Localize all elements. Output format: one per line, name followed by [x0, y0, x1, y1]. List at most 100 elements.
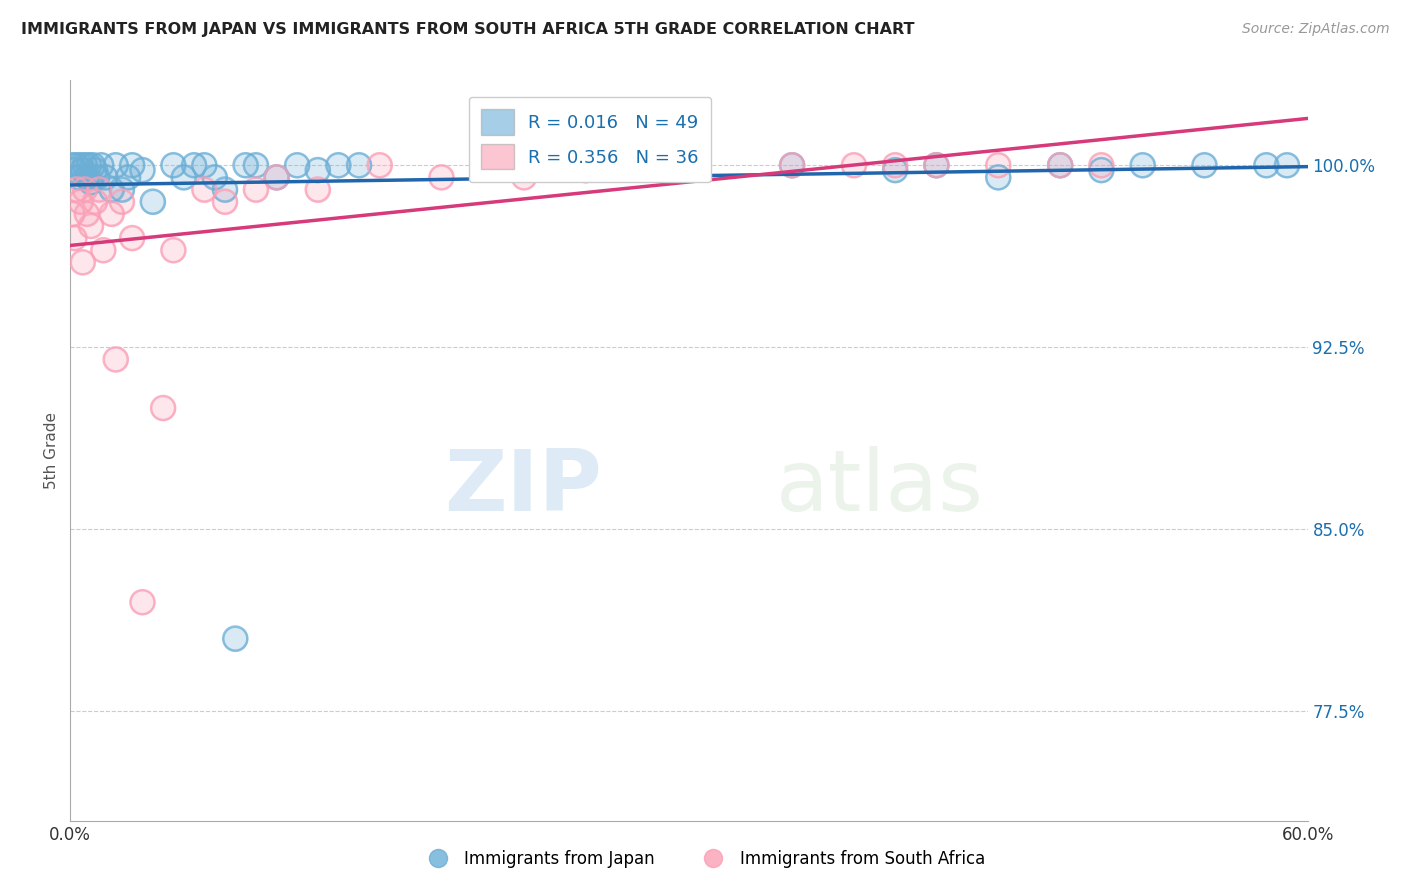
Point	[245, 158, 267, 172]
Point	[780, 158, 803, 172]
Point	[471, 158, 494, 172]
Point	[307, 163, 329, 178]
Point	[86, 170, 108, 185]
Point	[131, 163, 153, 178]
Point	[111, 182, 134, 196]
Point	[235, 158, 257, 172]
Point	[987, 170, 1010, 185]
Point	[678, 158, 700, 172]
Point	[90, 158, 112, 172]
Point	[100, 182, 122, 196]
Point	[884, 158, 907, 172]
Text: Source: ZipAtlas.com: Source: ZipAtlas.com	[1241, 22, 1389, 37]
Point	[307, 163, 329, 178]
Point	[1256, 158, 1278, 172]
Point	[266, 170, 288, 185]
Point	[987, 158, 1010, 172]
Point	[131, 595, 153, 609]
Point	[121, 158, 143, 172]
Point	[65, 182, 87, 196]
Point	[925, 158, 948, 172]
Point	[245, 182, 267, 196]
Point	[89, 182, 111, 196]
Point	[80, 219, 103, 233]
Point	[76, 170, 98, 185]
Point	[173, 170, 195, 185]
Point	[104, 158, 127, 172]
Point	[76, 170, 98, 185]
Point	[1194, 158, 1216, 172]
Point	[780, 158, 803, 172]
Point	[60, 158, 83, 172]
Point	[285, 158, 308, 172]
Point	[884, 163, 907, 178]
Point	[100, 182, 122, 196]
Point	[987, 170, 1010, 185]
Text: ZIP: ZIP	[444, 446, 602, 529]
Point	[884, 158, 907, 172]
Point	[72, 255, 94, 269]
Point	[80, 175, 103, 189]
Point	[104, 158, 127, 172]
Point	[1090, 158, 1112, 172]
Point	[235, 158, 257, 172]
Point	[72, 163, 94, 178]
Point	[780, 158, 803, 172]
Point	[162, 158, 184, 172]
Point	[60, 158, 83, 172]
Point	[1194, 158, 1216, 172]
Text: atlas: atlas	[776, 446, 984, 529]
Point	[104, 352, 127, 367]
Point	[285, 158, 308, 172]
Point	[111, 194, 134, 209]
Point	[162, 158, 184, 172]
Point	[471, 158, 494, 172]
Point	[67, 170, 90, 185]
Point	[1090, 163, 1112, 178]
Point	[183, 158, 205, 172]
Point	[152, 401, 174, 415]
Point	[100, 207, 122, 221]
Point	[84, 163, 107, 178]
Point	[884, 163, 907, 178]
Point	[76, 207, 98, 221]
Point	[266, 170, 288, 185]
Point	[162, 243, 184, 257]
Point	[69, 158, 91, 172]
Point	[60, 207, 83, 221]
Point	[430, 170, 453, 185]
Point	[471, 158, 494, 172]
Point	[63, 231, 86, 245]
Point	[430, 170, 453, 185]
Point	[73, 158, 96, 172]
Point	[307, 182, 329, 196]
Point	[266, 170, 288, 185]
Point	[183, 158, 205, 172]
Point	[987, 158, 1010, 172]
Point	[104, 352, 127, 367]
Point	[117, 170, 139, 185]
Point	[780, 158, 803, 172]
Legend: R = 0.016   N = 49, R = 0.356   N = 36: R = 0.016 N = 49, R = 0.356 N = 36	[468, 96, 711, 182]
Point	[121, 158, 143, 172]
Point	[90, 158, 112, 172]
Point	[1090, 158, 1112, 172]
Point	[678, 158, 700, 172]
Point	[65, 158, 87, 172]
Point	[94, 170, 117, 185]
Point	[513, 170, 536, 185]
Point	[204, 170, 226, 185]
Point	[925, 158, 948, 172]
Point	[89, 182, 111, 196]
Point	[1132, 158, 1154, 172]
Point	[347, 158, 370, 172]
Point	[65, 158, 87, 172]
Point	[73, 158, 96, 172]
Point	[152, 401, 174, 415]
Point	[131, 163, 153, 178]
Point	[193, 182, 215, 196]
Point	[1256, 158, 1278, 172]
Point	[575, 163, 598, 178]
Point	[91, 243, 114, 257]
Point	[111, 182, 134, 196]
